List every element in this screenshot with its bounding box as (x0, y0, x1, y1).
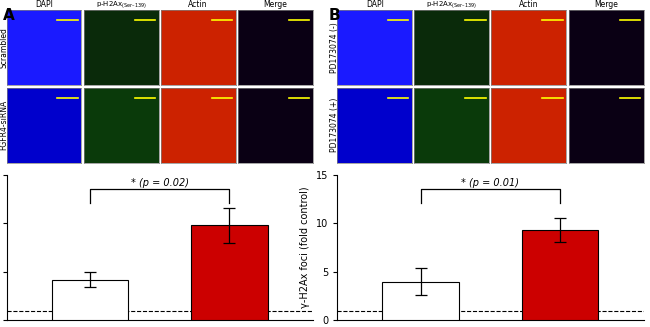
Text: A: A (3, 8, 15, 23)
Text: * (p = 0.02): * (p = 0.02) (131, 178, 188, 188)
Y-axis label: Scrambled: Scrambled (0, 27, 8, 68)
Text: * (p = 0.01): * (p = 0.01) (462, 178, 519, 188)
Bar (191, 225, 268, 320)
Y-axis label: FGFR4-siRNA: FGFR4-siRNA (0, 100, 8, 150)
Y-axis label: γ-H2Ax foci (fold control): γ-H2Ax foci (fold control) (300, 187, 310, 308)
Text: B: B (328, 8, 340, 23)
Y-axis label: PD173074 (-): PD173074 (-) (330, 22, 339, 73)
Title: Merge: Merge (594, 0, 618, 9)
Y-axis label: PD173074 (+): PD173074 (+) (330, 98, 339, 152)
Title: p-H2Ax$_{\mathregular{(Ser–139)}}$: p-H2Ax$_{\mathregular{(Ser–139)}}$ (96, 0, 146, 10)
Title: Merge: Merge (263, 0, 287, 9)
Title: Actin: Actin (519, 0, 539, 9)
Title: Actin: Actin (188, 0, 208, 9)
Bar (522, 230, 598, 320)
Title: DAPI: DAPI (35, 0, 53, 9)
Bar (382, 282, 459, 320)
Title: DAPI: DAPI (366, 0, 384, 9)
Bar (52, 280, 128, 320)
Title: p-H2Ax$_{\mathregular{(Ser–139)}}$: p-H2Ax$_{\mathregular{(Ser–139)}}$ (426, 0, 477, 10)
